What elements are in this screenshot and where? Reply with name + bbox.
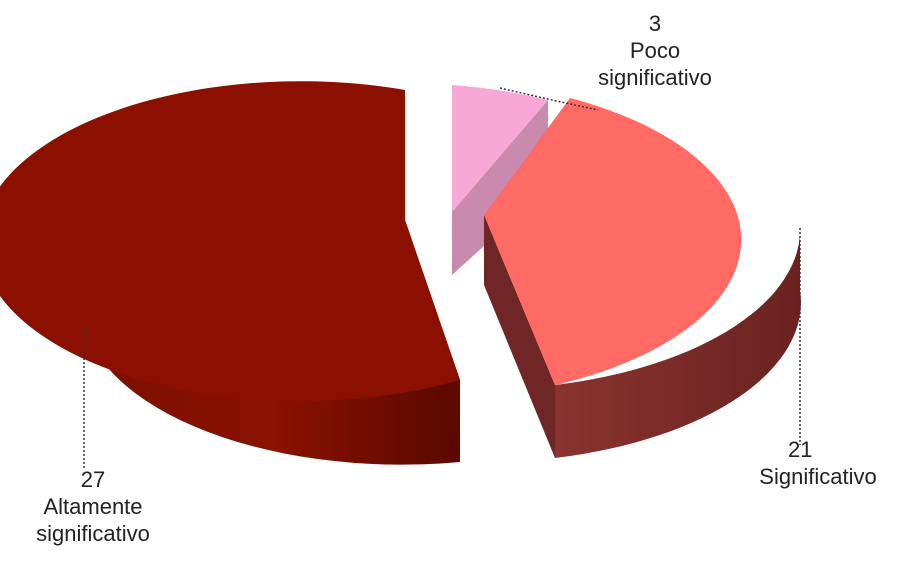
leader-lines <box>83 87 801 468</box>
data-label-category: Poco <box>629 38 681 63</box>
data-label-poco-significativo: 3 Poco significativo <box>560 10 750 91</box>
slice-top <box>0 81 460 402</box>
slice-altamente-significativo <box>0 81 460 465</box>
data-label-value: 21 <box>788 437 813 462</box>
slice-inner-face <box>484 215 555 458</box>
slice-significativo <box>484 98 801 458</box>
leader-line-poco <box>499 87 599 111</box>
data-label-significativo: 21 Significativo <box>738 436 898 490</box>
slice-inner-face <box>452 100 548 275</box>
data-label-altamente-significativo: 27 Altamente significativo <box>18 466 168 547</box>
slice-poco-significativo <box>452 85 548 275</box>
slice-side <box>81 235 460 465</box>
data-label-category: Significativo <box>759 464 877 489</box>
data-label-category: Altamente <box>43 494 143 519</box>
data-label-category: significativo <box>598 65 712 90</box>
slice-top <box>484 98 742 385</box>
slice-side <box>555 225 801 458</box>
data-label-category: significativo <box>36 521 150 546</box>
data-label-value: 27 <box>80 467 106 492</box>
data-label-value: 3 <box>648 11 662 36</box>
slice-top <box>452 85 548 212</box>
